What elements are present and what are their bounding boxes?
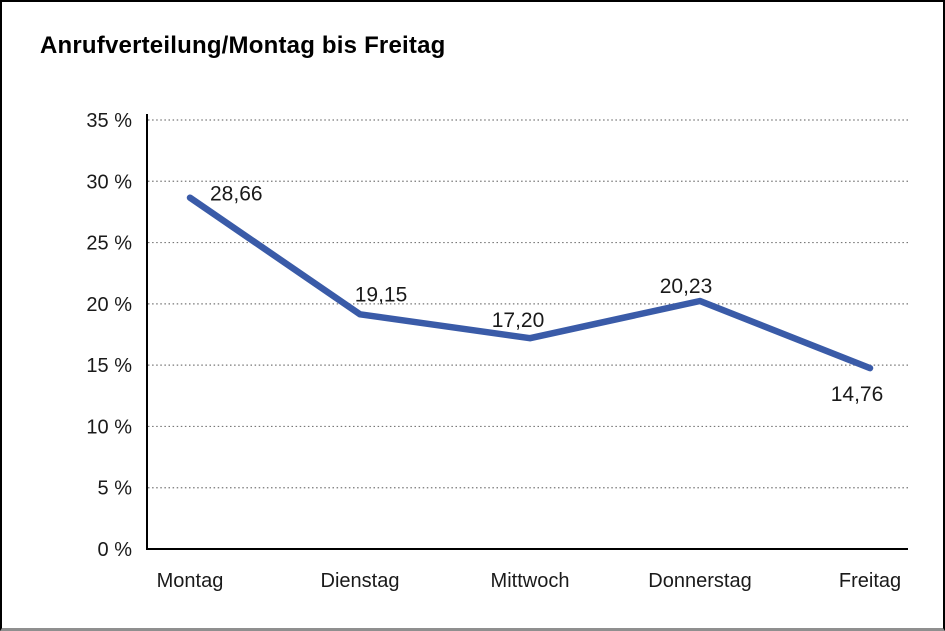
x-category-label: Dienstag <box>321 570 400 592</box>
y-tick-label: 5 % <box>98 478 133 500</box>
series-line <box>186 194 874 372</box>
y-tick-label: 10 % <box>86 416 132 438</box>
data-point-label: 17,20 <box>492 309 545 332</box>
x-category-label: Freitag <box>839 570 901 592</box>
y-tick-label: 25 % <box>86 233 132 255</box>
chart-title: Anrufverteilung/Montag bis Freitag <box>40 32 446 59</box>
data-point-label: 28,66 <box>210 183 263 206</box>
y-tick-label: 35 % <box>86 110 132 132</box>
data-point-label: 14,76 <box>831 383 884 406</box>
y-tick-label: 0 % <box>98 539 133 561</box>
x-category-label: Donnerstag <box>648 570 751 592</box>
y-tick-label: 30 % <box>86 171 132 193</box>
data-point-label: 19,15 <box>355 283 408 306</box>
x-category-label: Mittwoch <box>491 570 570 592</box>
y-tick-label: 15 % <box>86 355 132 377</box>
x-category-label: Montag <box>157 570 224 592</box>
y-tick-label: 20 % <box>86 294 132 316</box>
data-point-label: 20,23 <box>660 275 713 298</box>
